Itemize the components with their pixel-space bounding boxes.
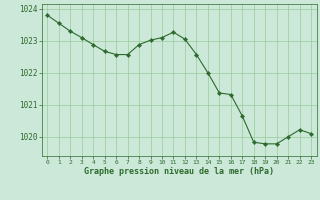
X-axis label: Graphe pression niveau de la mer (hPa): Graphe pression niveau de la mer (hPa) [84,167,274,176]
